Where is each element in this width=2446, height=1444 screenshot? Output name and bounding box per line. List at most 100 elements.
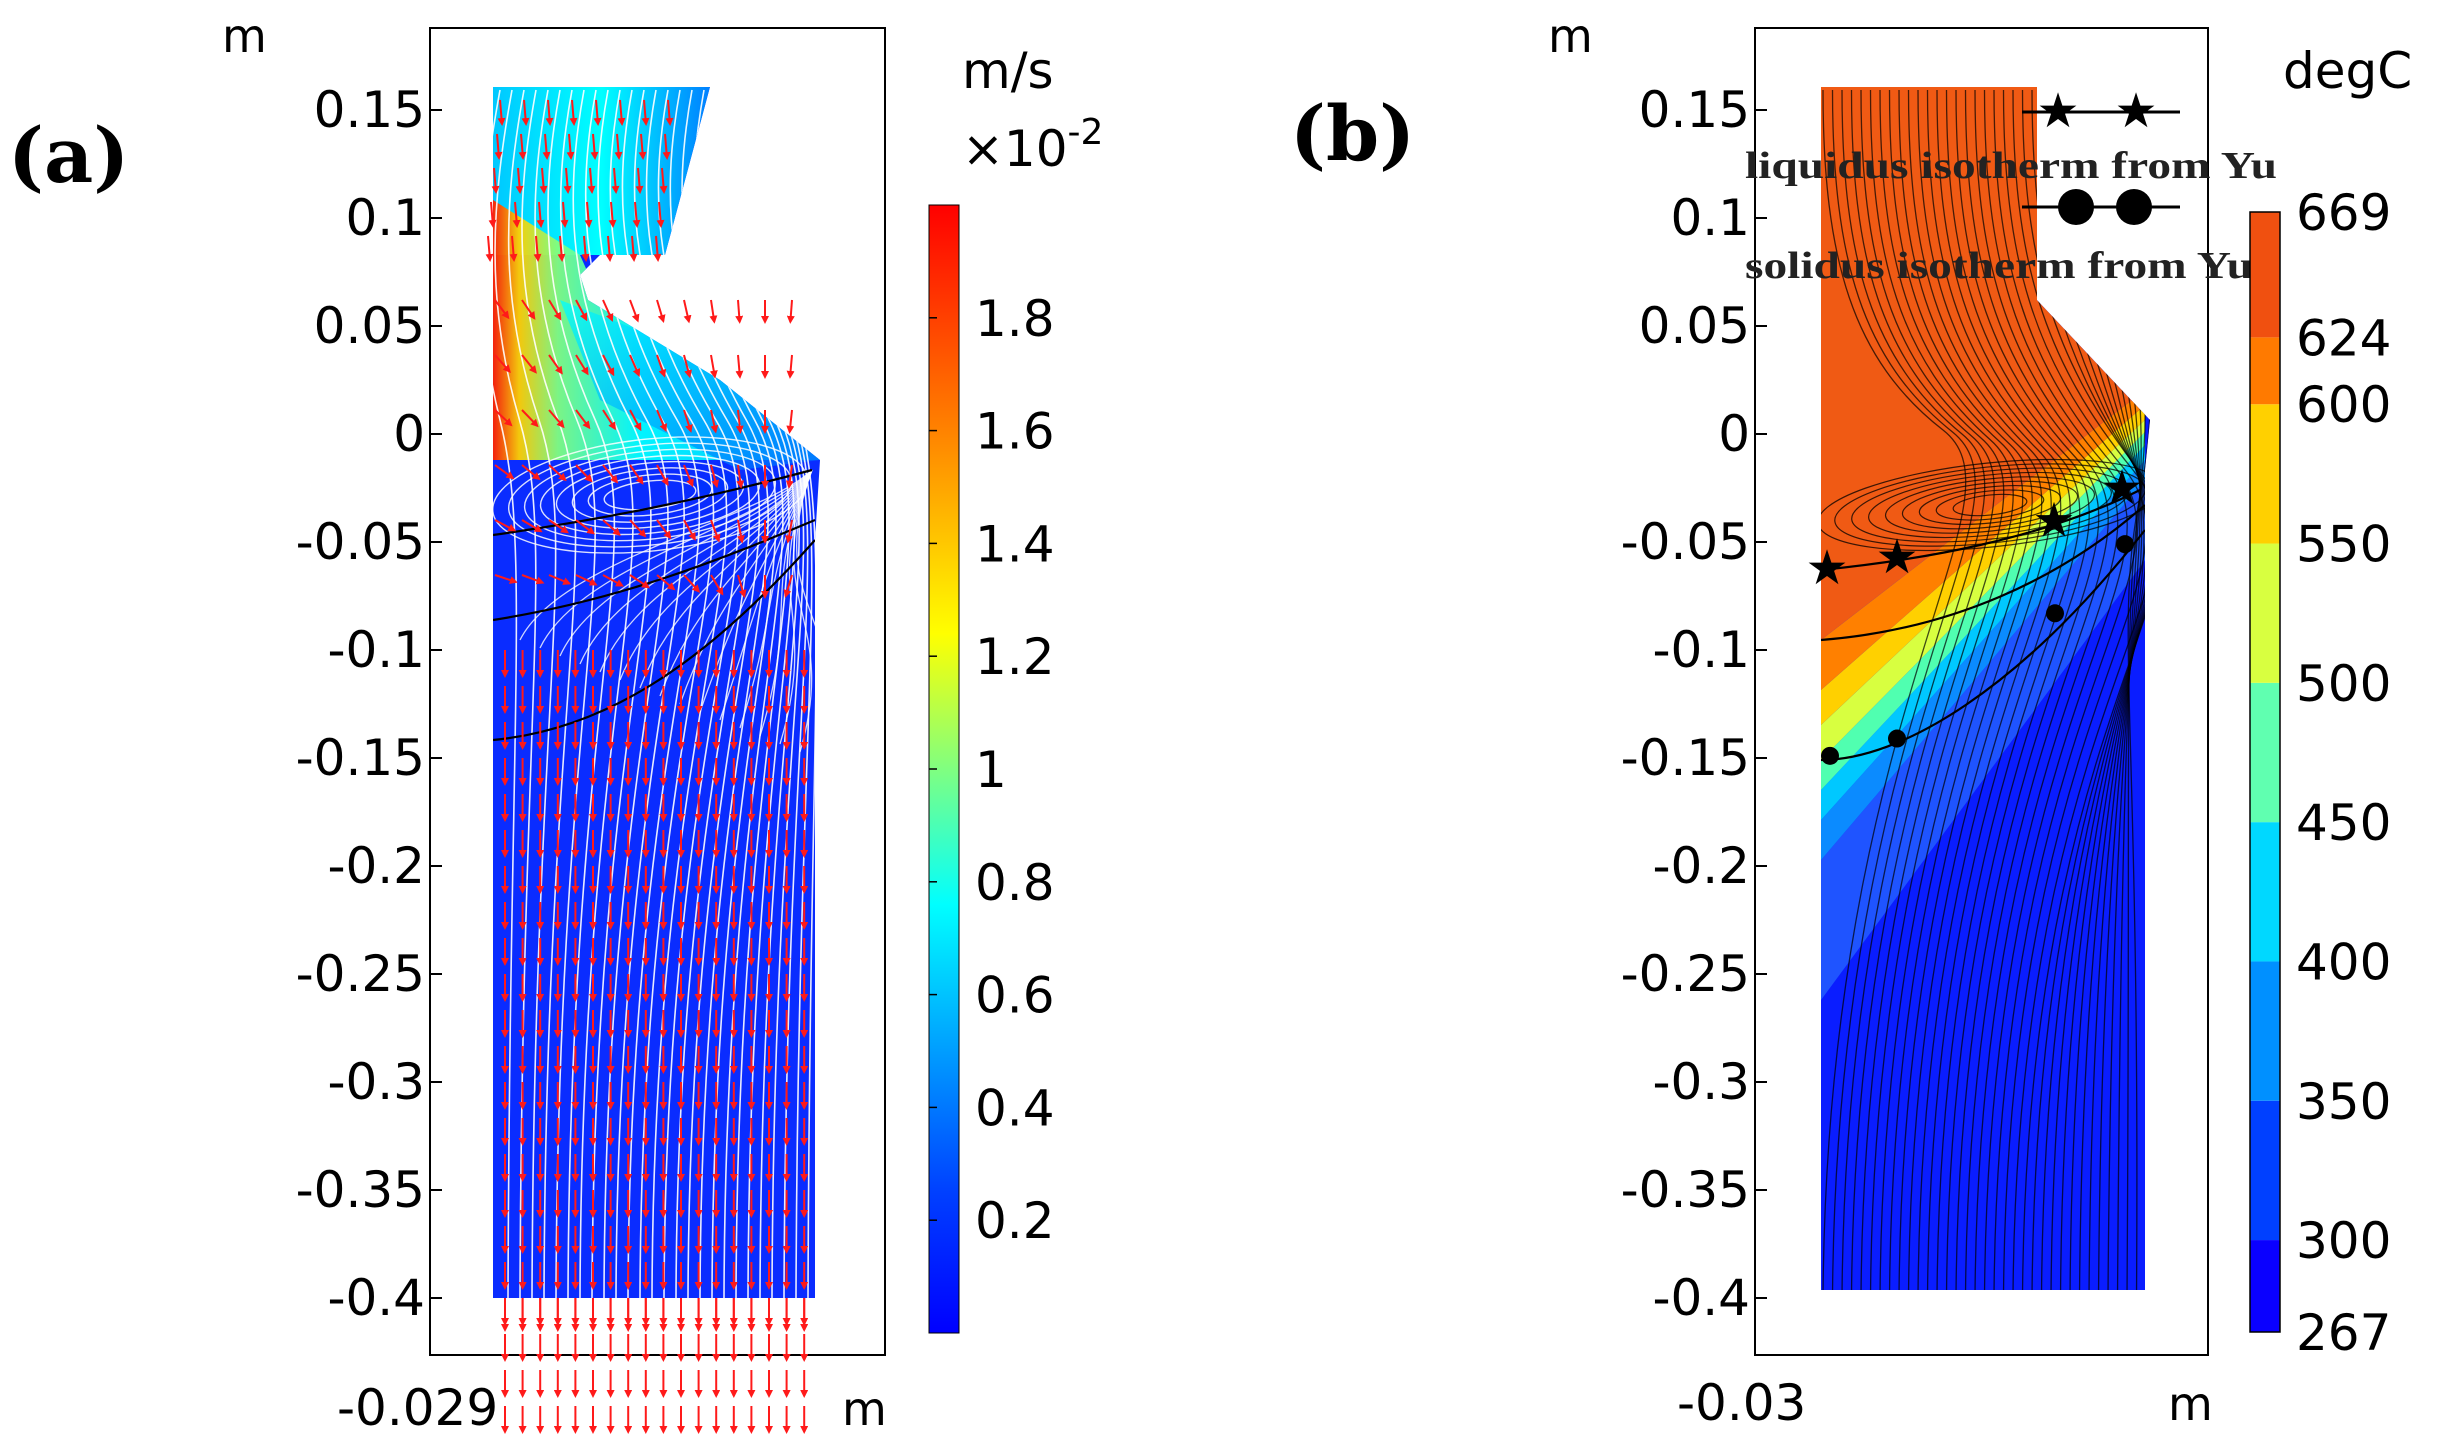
velocity-arrow (783, 574, 793, 598)
velocity-arrow (494, 133, 503, 160)
panel-a-arrows (485, 99, 809, 1434)
velocity-arrow (656, 299, 666, 323)
velocity-arrow (533, 235, 542, 262)
velocity-arrow (497, 99, 506, 126)
velocity-arrow (539, 167, 548, 194)
colorbar-band (2250, 822, 2280, 962)
streamline (1926, 89, 2071, 1290)
liquidus-star-marker: ★ (2032, 492, 2075, 548)
velocity-arrow (629, 235, 638, 262)
velocity-arrow (614, 133, 623, 160)
colorbar-tick-label: 267 (2296, 1304, 2391, 1362)
velocity-arrow (542, 133, 551, 160)
panel-a-colorbar-scale-base: ×10 (962, 120, 1068, 178)
colorbar-tick-label: 0.2 (975, 1192, 1055, 1250)
velocity-arrow (656, 354, 667, 378)
colorbar-tick-label: 500 (2296, 655, 2391, 713)
colorbar-tick-label: 624 (2296, 309, 2391, 367)
velocity-arrow (710, 574, 724, 596)
velocity-arrow (635, 167, 644, 194)
velocity-arrow (736, 464, 745, 489)
isotherm-line (1821, 489, 2141, 572)
velocity-arrow (563, 167, 572, 194)
y-tick-label: 0 (1718, 405, 1750, 463)
y-tick-label: -0.1 (327, 621, 425, 679)
velocity-arrow (575, 574, 598, 586)
streamline-swirl (507, 442, 793, 548)
velocity-arrow (584, 201, 593, 228)
velocity-arrow (602, 354, 615, 377)
velocity-arrow (653, 235, 662, 262)
velocity-arrow (641, 99, 650, 126)
velocity-arrow (629, 354, 641, 377)
velocity-arrow (683, 409, 693, 433)
velocity-arrow (786, 409, 795, 434)
colorbar-tick-label: 600 (2296, 376, 2391, 434)
y-tick-label: 0.1 (1670, 189, 1750, 247)
panel-b-x-unit: m (2168, 1377, 2213, 1431)
y-tick-label: -0.3 (327, 1053, 425, 1111)
y-tick-label: -0.35 (1621, 1161, 1750, 1219)
streamline (1831, 89, 1976, 1290)
streamline-fan (559, 469, 813, 657)
colorbar-band (2250, 1240, 2280, 1332)
velocity-arrow (656, 574, 676, 591)
velocity-arrow (602, 299, 614, 322)
velocity-arrow (683, 299, 692, 324)
colorbar-tick-label: 350 (2296, 1073, 2391, 1131)
streamline-swirl (1821, 458, 2150, 552)
colorbar-tick-label: 300 (2296, 1212, 2391, 1270)
legend-solidus-dot-2 (2116, 189, 2152, 225)
panel-b-legend: ★ ★ liquidus isotherm from Yu solidus is… (1745, 83, 2277, 287)
velocity-arrow (509, 235, 518, 262)
velocity-arrow (518, 133, 527, 160)
velocity-arrow (683, 574, 701, 593)
streamline (1936, 89, 2081, 1290)
velocity-arrow (545, 99, 554, 126)
panel-a-y-axis: 0.15 0.1 0.05 0 -0.05 -0.1 -0.15 -0.2 -0.25 -0.3 -… (296, 81, 442, 1327)
panel-b-label: (b) (1290, 89, 1415, 178)
colorbar-band (2250, 682, 2280, 823)
velocity-arrow (786, 354, 795, 379)
y-tick-label: 0.1 (345, 189, 425, 247)
y-tick-label: 0.05 (314, 297, 425, 355)
velocity-arrow (593, 99, 602, 126)
temp-band (1821, 445, 2145, 820)
streamline (1983, 89, 2128, 1290)
velocity-arrow (629, 519, 647, 538)
streamline (1860, 89, 2005, 1290)
streamline-fan (796, 469, 820, 761)
solidus-circle-marker (2116, 535, 2134, 554)
y-tick-label: -0.25 (1621, 945, 1750, 1003)
velocity-arrow (710, 519, 721, 543)
colorbar-tick-label: 1.8 (975, 290, 1055, 348)
y-tick-label: 0.15 (1639, 81, 1750, 139)
panel-b-markers: ★ ★ ★ ★ (1805, 460, 2144, 765)
velocity-arrow (656, 201, 665, 228)
streamline-fan (639, 469, 813, 689)
streamline-fan (579, 469, 813, 665)
streamline (1955, 89, 2100, 1290)
velocity-arrow (575, 299, 588, 322)
velocity-arrow (581, 235, 590, 262)
colorbar-tick-label: 550 (2296, 516, 2391, 574)
colorbar-band (2250, 404, 2280, 544)
velocity-arrow (632, 201, 641, 228)
velocity-arrow (737, 574, 747, 598)
velocity-arrow (566, 133, 575, 160)
isotherm-line (493, 539, 816, 742)
streamline-fan (619, 469, 813, 681)
velocity-arrow (608, 201, 617, 228)
solidus-circle-marker (2046, 604, 2064, 623)
y-tick-label: -0.2 (1652, 837, 1750, 895)
colorbar-band (2250, 1100, 2280, 1241)
velocity-arrow (575, 519, 596, 535)
streamline-fan (659, 469, 813, 697)
streamline-swirl (1884, 476, 2096, 534)
colorbar-frame (2249, 211, 2281, 1333)
colorbar-band (2250, 961, 2280, 1101)
streamline-swirl (587, 473, 713, 517)
streamline-swirl (1935, 489, 2045, 521)
liquidus-star-marker: ★ (1805, 540, 1848, 596)
